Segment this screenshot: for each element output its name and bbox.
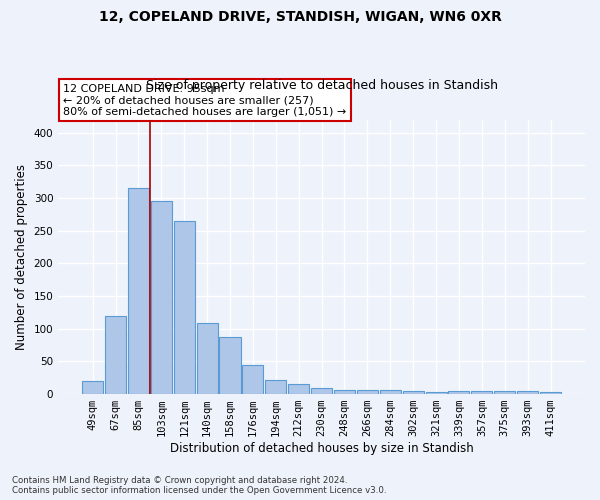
Title: Size of property relative to detached houses in Standish: Size of property relative to detached ho…	[146, 79, 497, 92]
Bar	[425, 392, 446, 394]
Text: 12, COPELAND DRIVE, STANDISH, WIGAN, WN6 0XR: 12, COPELAND DRIVE, STANDISH, WIGAN, WN6…	[98, 10, 502, 24]
Bar	[472, 392, 493, 394]
Bar	[494, 391, 515, 394]
Bar	[517, 392, 538, 394]
Bar	[357, 390, 378, 394]
Bar	[242, 364, 263, 394]
Bar	[311, 388, 332, 394]
Bar	[128, 188, 149, 394]
Bar	[288, 384, 309, 394]
Y-axis label: Number of detached properties: Number of detached properties	[15, 164, 28, 350]
Text: Contains HM Land Registry data © Crown copyright and database right 2024.
Contai: Contains HM Land Registry data © Crown c…	[12, 476, 386, 495]
X-axis label: Distribution of detached houses by size in Standish: Distribution of detached houses by size …	[170, 442, 473, 455]
Bar	[540, 392, 561, 394]
Bar	[151, 200, 172, 394]
Bar	[82, 381, 103, 394]
Bar	[448, 392, 469, 394]
Bar	[265, 380, 286, 394]
Bar	[197, 323, 218, 394]
Bar	[403, 391, 424, 394]
Bar	[220, 336, 241, 394]
Bar	[380, 390, 401, 394]
Text: 12 COPELAND DRIVE: 95sqm
← 20% of detached houses are smaller (257)
80% of semi-: 12 COPELAND DRIVE: 95sqm ← 20% of detach…	[64, 84, 347, 117]
Bar	[105, 316, 126, 394]
Bar	[334, 390, 355, 394]
Bar	[173, 221, 195, 394]
